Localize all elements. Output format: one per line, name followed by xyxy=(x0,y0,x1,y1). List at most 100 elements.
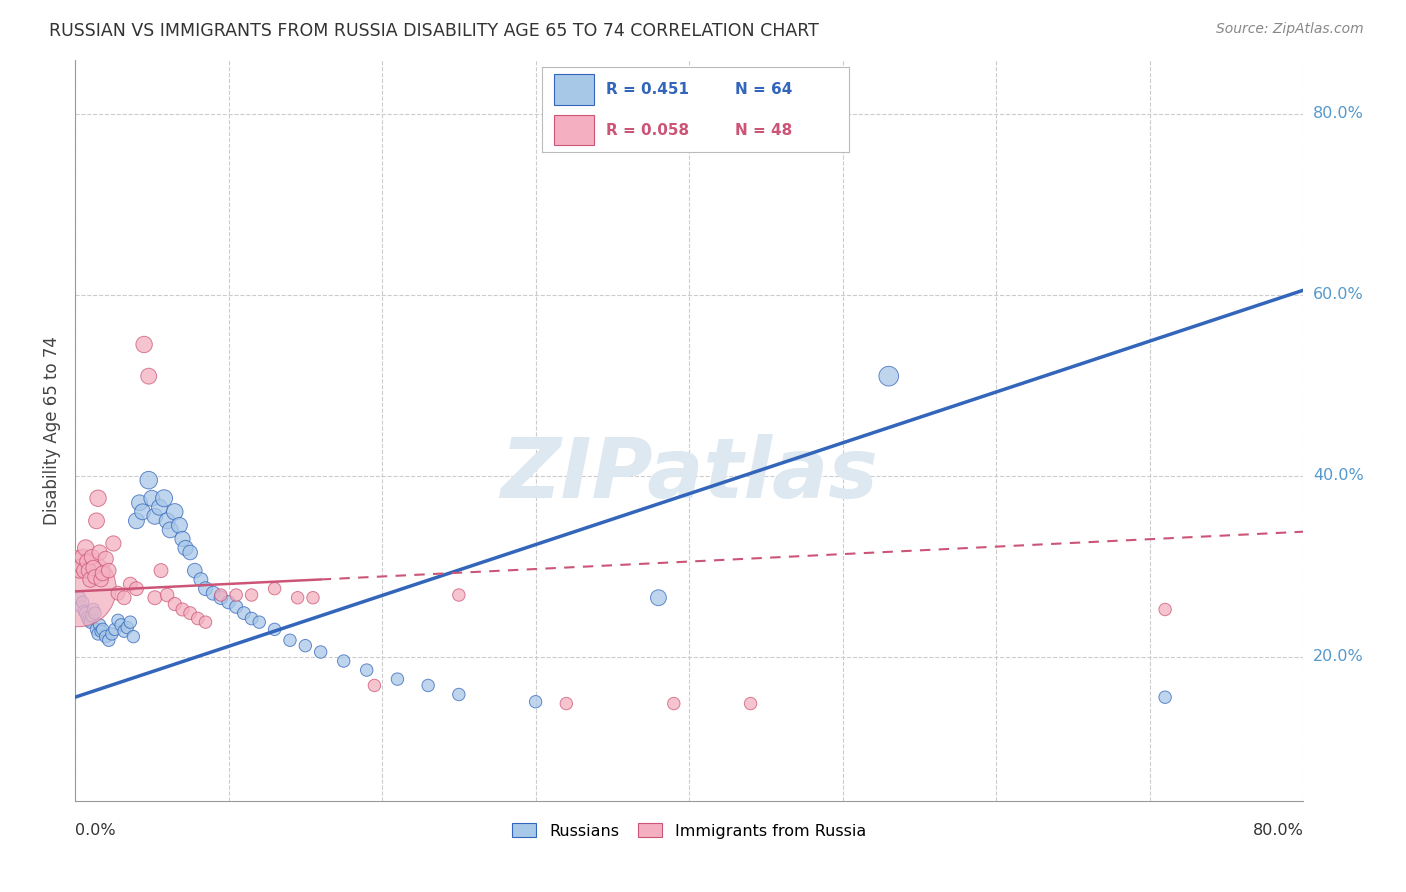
Point xyxy=(740,697,762,711)
Point xyxy=(278,633,301,648)
Text: Source: ZipAtlas.com: Source: ZipAtlas.com xyxy=(1216,22,1364,37)
Point xyxy=(194,615,217,629)
Point xyxy=(94,552,117,566)
Text: 60.0%: 60.0% xyxy=(1313,287,1364,302)
Point xyxy=(82,561,104,575)
Point xyxy=(143,509,166,524)
Point xyxy=(209,588,232,602)
Point xyxy=(179,545,201,559)
Text: 20.0%: 20.0% xyxy=(1313,649,1364,664)
Point xyxy=(103,536,125,550)
Point xyxy=(141,491,163,506)
Point xyxy=(75,606,97,620)
Point xyxy=(125,514,148,528)
Point xyxy=(84,606,107,620)
Point xyxy=(163,597,186,611)
Point xyxy=(169,518,191,533)
Point xyxy=(131,505,153,519)
Text: 80.0%: 80.0% xyxy=(1313,106,1364,121)
Point xyxy=(89,618,111,632)
Point xyxy=(80,608,103,623)
Point xyxy=(156,588,179,602)
Point xyxy=(232,606,254,620)
Point xyxy=(79,573,101,587)
Point xyxy=(153,491,176,506)
Text: 0.0%: 0.0% xyxy=(75,823,115,838)
Point xyxy=(877,369,900,384)
Point xyxy=(302,591,325,605)
Legend: Russians, Immigrants from Russia: Russians, Immigrants from Russia xyxy=(506,817,873,845)
Point xyxy=(86,623,108,637)
Point xyxy=(363,678,385,692)
Point xyxy=(179,606,201,620)
Point xyxy=(125,582,148,596)
Y-axis label: Disability Age 65 to 74: Disability Age 65 to 74 xyxy=(44,336,60,524)
Point xyxy=(91,623,114,637)
Point xyxy=(75,541,97,555)
Point xyxy=(159,523,181,537)
Text: RUSSIAN VS IMMIGRANTS FROM RUSSIA DISABILITY AGE 65 TO 74 CORRELATION CHART: RUSSIAN VS IMMIGRANTS FROM RUSSIA DISABI… xyxy=(49,22,820,40)
Point xyxy=(172,532,194,546)
Point xyxy=(107,613,129,627)
Point xyxy=(132,337,155,351)
Point xyxy=(69,564,91,578)
Point xyxy=(73,604,96,618)
Point xyxy=(77,613,100,627)
Point xyxy=(97,633,120,648)
Point xyxy=(82,602,104,616)
Point xyxy=(356,663,378,677)
Point xyxy=(120,615,142,629)
Point xyxy=(240,588,263,602)
Point xyxy=(225,599,247,614)
Point xyxy=(87,627,110,641)
Point xyxy=(209,591,232,605)
Point xyxy=(72,549,94,564)
Point xyxy=(91,566,114,581)
Point xyxy=(107,586,129,600)
Point xyxy=(1154,690,1177,705)
Point xyxy=(79,615,101,629)
Point xyxy=(240,611,263,625)
Point xyxy=(555,697,578,711)
Point xyxy=(84,570,107,584)
Point xyxy=(97,564,120,578)
Point xyxy=(69,591,91,605)
Point xyxy=(662,697,685,711)
Point xyxy=(120,577,142,591)
Point xyxy=(70,559,93,574)
Point xyxy=(418,678,440,692)
Text: ZIPatlas: ZIPatlas xyxy=(501,434,879,516)
Point xyxy=(104,623,127,637)
Point xyxy=(156,514,179,528)
Point xyxy=(94,630,117,644)
Point xyxy=(143,591,166,605)
Point xyxy=(184,564,207,578)
Point xyxy=(89,545,111,559)
Point xyxy=(148,500,170,515)
Point xyxy=(76,555,98,569)
Point xyxy=(90,573,112,587)
Point xyxy=(187,611,209,625)
Point xyxy=(87,491,110,506)
Point xyxy=(1154,602,1177,616)
Point xyxy=(163,505,186,519)
Point xyxy=(122,630,145,644)
Point xyxy=(112,591,135,605)
Point xyxy=(70,599,93,614)
Point xyxy=(387,672,409,686)
Point xyxy=(247,615,270,629)
Point xyxy=(128,496,150,510)
Point xyxy=(447,588,470,602)
Point xyxy=(110,618,132,632)
Point xyxy=(524,695,547,709)
Point xyxy=(447,688,470,702)
Point xyxy=(72,595,94,609)
Point xyxy=(263,582,285,596)
Point xyxy=(287,591,309,605)
Text: 40.0%: 40.0% xyxy=(1313,468,1364,483)
Point xyxy=(202,586,225,600)
Point xyxy=(294,639,316,653)
Point xyxy=(724,120,747,135)
Point xyxy=(647,591,669,605)
Point xyxy=(150,564,173,578)
